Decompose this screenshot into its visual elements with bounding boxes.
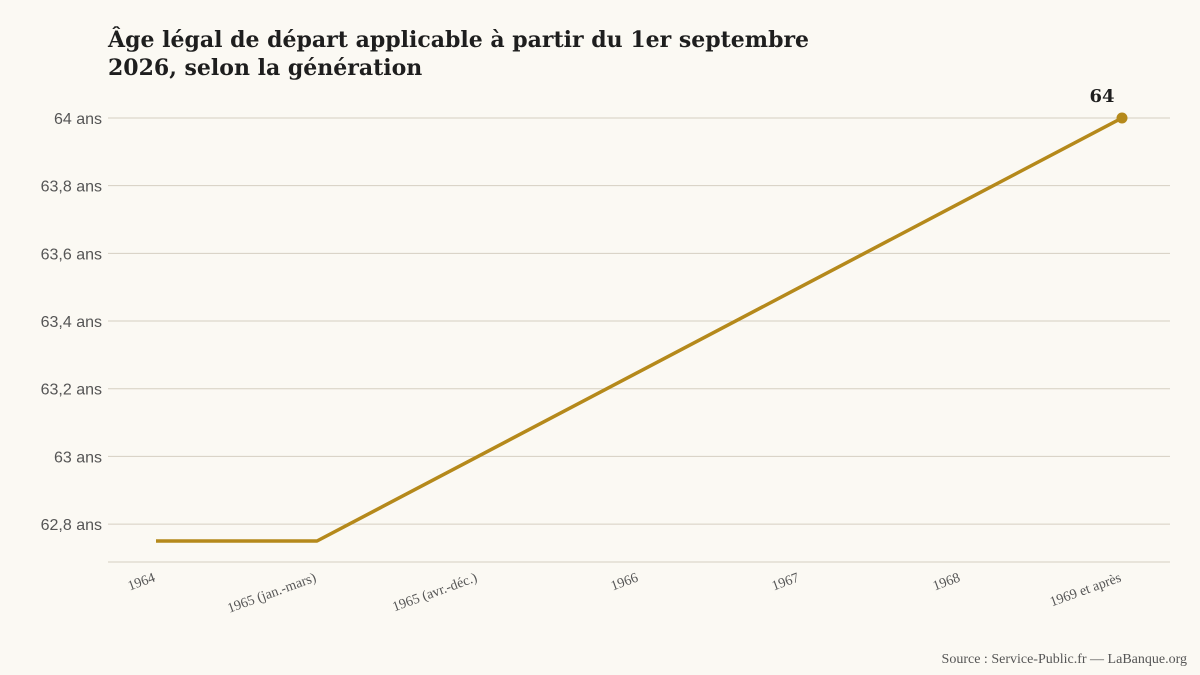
x-tick-label: 1969 et après: [1048, 571, 1123, 611]
x-tick-label: 1966: [609, 571, 640, 595]
y-tick-label: 63,2 ans: [41, 382, 102, 399]
y-tick-label: 64 ans: [54, 111, 102, 128]
source-note: Source : Service-Public.fr — LaBanque.or…: [941, 652, 1187, 667]
x-tick-label: 1967: [770, 571, 801, 595]
y-tick-label: 63,8 ans: [41, 179, 102, 196]
x-tick-label: 1964: [126, 571, 157, 595]
gridlines: [108, 117, 1170, 525]
chart-title: Âge légal de départ applicable à partir …: [108, 27, 810, 81]
end-value-label: 64: [1089, 86, 1114, 107]
y-tick-label: 63,4 ans: [41, 314, 102, 331]
series-line-path: [156, 116, 1123, 543]
x-axis-ticks: 1964 1965 (jan.-mars) 1965 (avr.-déc.) 1966…: [126, 571, 1123, 617]
x-tick-label: 1965 (avr.-déc.): [391, 571, 480, 616]
y-tick-label: 63 ans: [54, 449, 102, 466]
series-line: 64: [156, 86, 1128, 543]
y-axis-ticks: 62,8 ans 63 ans 63,2 ans 63,4 ans 63,6 ans 63…: [41, 111, 102, 534]
y-tick-label: 62,8 ans: [41, 517, 102, 534]
end-point-marker: [1116, 112, 1128, 124]
y-tick-label: 63,6 ans: [41, 246, 102, 263]
x-tick-label: 1968: [931, 571, 962, 595]
x-tick-label: 1965 (jan.-mars): [226, 571, 319, 617]
